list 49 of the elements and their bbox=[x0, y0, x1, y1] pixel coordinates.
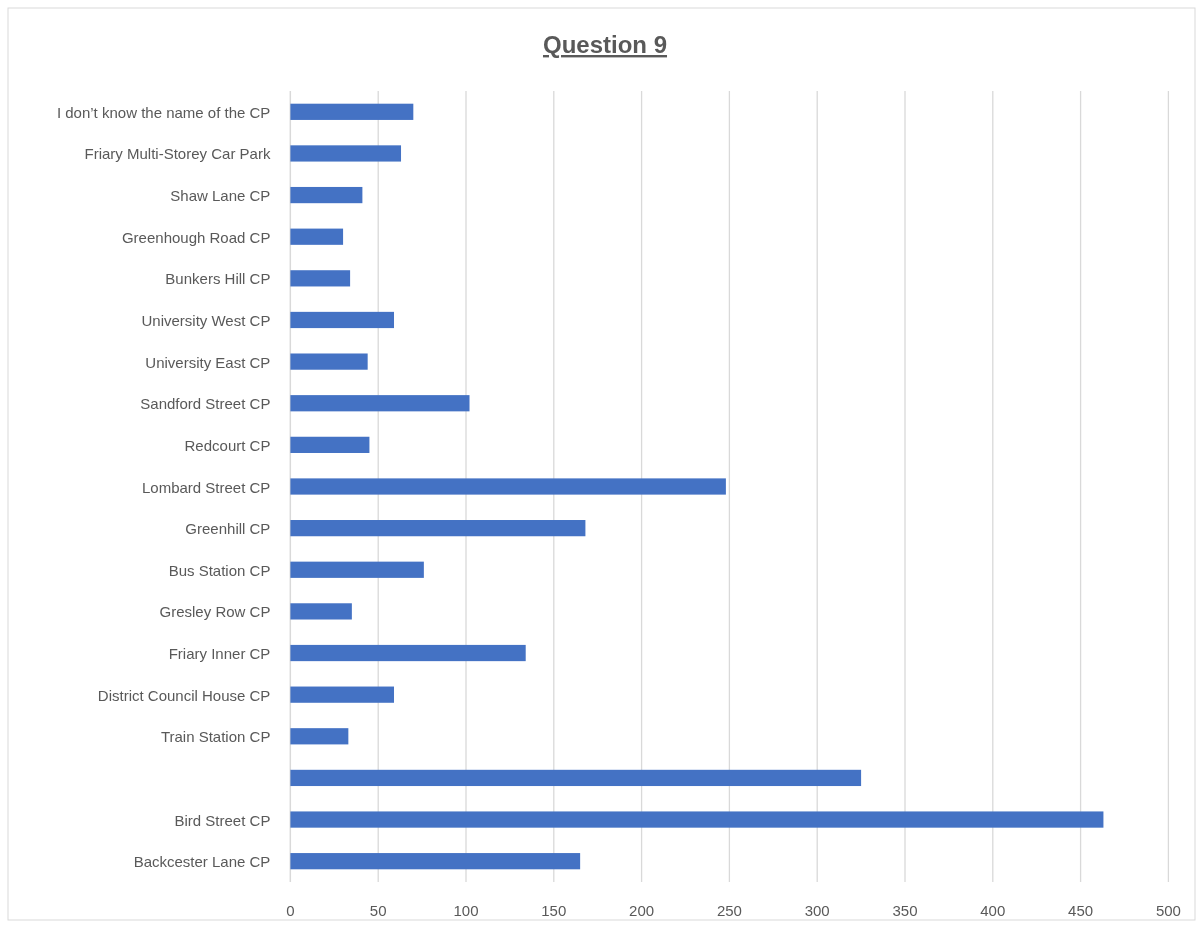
bar bbox=[290, 353, 368, 370]
bar bbox=[290, 561, 424, 578]
y-tick-label: Bird Street CP bbox=[174, 811, 271, 829]
x-tick-label: 150 bbox=[541, 901, 567, 919]
bar bbox=[290, 686, 394, 703]
bar bbox=[290, 811, 1104, 828]
y-tick-label: Greenhill CP bbox=[185, 519, 271, 537]
bar bbox=[290, 228, 344, 245]
chart-title: Question 9 bbox=[542, 31, 668, 58]
y-tick-label: Redcourt CP bbox=[184, 436, 271, 454]
bar bbox=[290, 853, 581, 870]
x-tick-label: 100 bbox=[453, 901, 479, 919]
bar bbox=[290, 728, 349, 745]
x-tick-label: 350 bbox=[892, 901, 918, 919]
bar bbox=[290, 478, 726, 495]
bar bbox=[290, 186, 363, 204]
x-tick-label: 400 bbox=[980, 901, 1006, 919]
y-tick-label: Bunkers Hill CP bbox=[165, 269, 271, 287]
y-tick-label: Friary Multi-Storey Car Park bbox=[84, 144, 271, 162]
bar bbox=[290, 270, 351, 287]
y-tick-label: Backcester Lane CP bbox=[133, 852, 271, 870]
bar bbox=[290, 769, 862, 787]
y-tick-label: Lombard Street CP bbox=[141, 478, 271, 495]
y-tick-label: I don’t know the name of the CP bbox=[56, 103, 271, 121]
y-tick-label: Greenhough Road CP bbox=[121, 228, 271, 246]
y-tick-label: Train Station CP bbox=[160, 727, 271, 745]
bar bbox=[290, 395, 470, 412]
y-tick-label: Shaw Lane CP bbox=[170, 186, 271, 204]
bar bbox=[290, 103, 414, 120]
x-tick-label: 300 bbox=[804, 901, 830, 919]
x-tick-label: 450 bbox=[1068, 901, 1094, 919]
x-tick-label: 500 bbox=[1155, 901, 1181, 919]
bar bbox=[290, 520, 586, 537]
bar bbox=[290, 436, 370, 453]
y-tick-label: District Council House CP bbox=[97, 686, 271, 704]
bar bbox=[290, 145, 402, 162]
bar bbox=[290, 311, 394, 329]
x-tick-label: 250 bbox=[716, 901, 742, 919]
y-tick-label: Bus Station CP bbox=[168, 561, 271, 579]
x-tick-label: 200 bbox=[629, 901, 655, 919]
bar bbox=[290, 603, 352, 620]
x-tick-label: 0 bbox=[286, 901, 295, 919]
y-tick-label: Gresley Row CP bbox=[159, 602, 271, 620]
bar bbox=[290, 644, 526, 662]
y-tick-label: University East CP bbox=[145, 353, 271, 371]
y-tick-label: Sandford Street CP bbox=[140, 394, 271, 412]
y-tick-label: Friary Inner CP bbox=[168, 644, 271, 662]
x-tick-label: 50 bbox=[369, 901, 387, 919]
y-tick-label: University West CP bbox=[141, 311, 271, 329]
